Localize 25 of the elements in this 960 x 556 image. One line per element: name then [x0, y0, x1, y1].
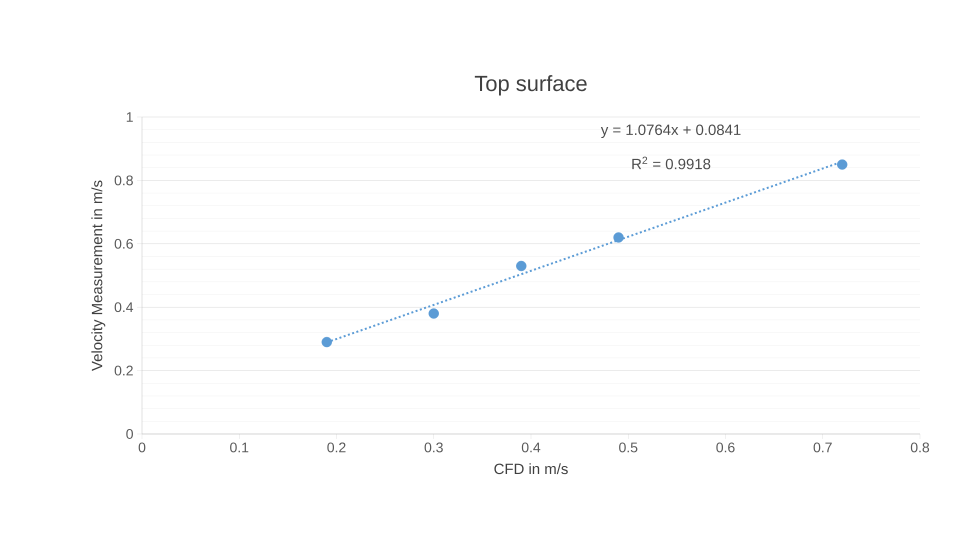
x-axis-title: CFD in m/s — [494, 463, 568, 474]
annotation: R$^{2}$ = 0.9918 — [632, 156, 710, 170]
annotation: y = 1.0764x + 0.0841 — [600, 124, 740, 138]
x-tick-label: 0.6 — [716, 442, 735, 452]
point — [613, 232, 624, 243]
y-tick-label: 0.8 — [114, 175, 133, 186]
point — [428, 308, 439, 319]
x-tick-label: 0.5 — [619, 442, 638, 452]
x-tick-label: 0.3 — [424, 442, 443, 452]
y-axis-title: Velocity Measurement in m/s — [91, 180, 106, 371]
x-tick-label: 0 — [138, 442, 146, 452]
y-tick-label: 0.4 — [114, 302, 134, 312]
point — [516, 260, 526, 272]
chart-title: Top surface — [474, 75, 587, 96]
x-tick-label: 0.1 — [230, 442, 248, 452]
x-tick-label: 0.4 — [522, 442, 540, 452]
x-tick-label: 0.8 — [910, 442, 930, 452]
y-tick-label: 0 — [126, 429, 133, 439]
x-tick-label: 0.7 — [814, 442, 832, 452]
y-tick-label: 0.6 — [114, 238, 133, 249]
point — [322, 336, 332, 348]
y-tick-label: 0.2 — [114, 366, 133, 376]
x-tick-label: 0.2 — [327, 442, 346, 452]
point — [837, 159, 848, 170]
y-tick-label: 1 — [126, 112, 133, 122]
